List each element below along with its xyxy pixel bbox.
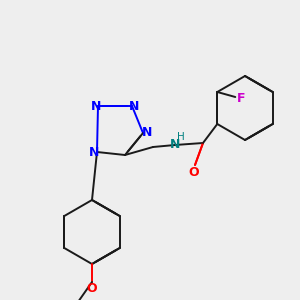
Text: N: N — [129, 100, 139, 112]
Text: N: N — [89, 146, 99, 158]
Text: N: N — [91, 100, 101, 112]
Text: O: O — [189, 167, 199, 179]
Text: H: H — [177, 132, 185, 142]
Text: F: F — [237, 92, 246, 106]
Text: N: N — [170, 139, 180, 152]
Text: N: N — [142, 127, 152, 140]
Text: O: O — [87, 281, 97, 295]
